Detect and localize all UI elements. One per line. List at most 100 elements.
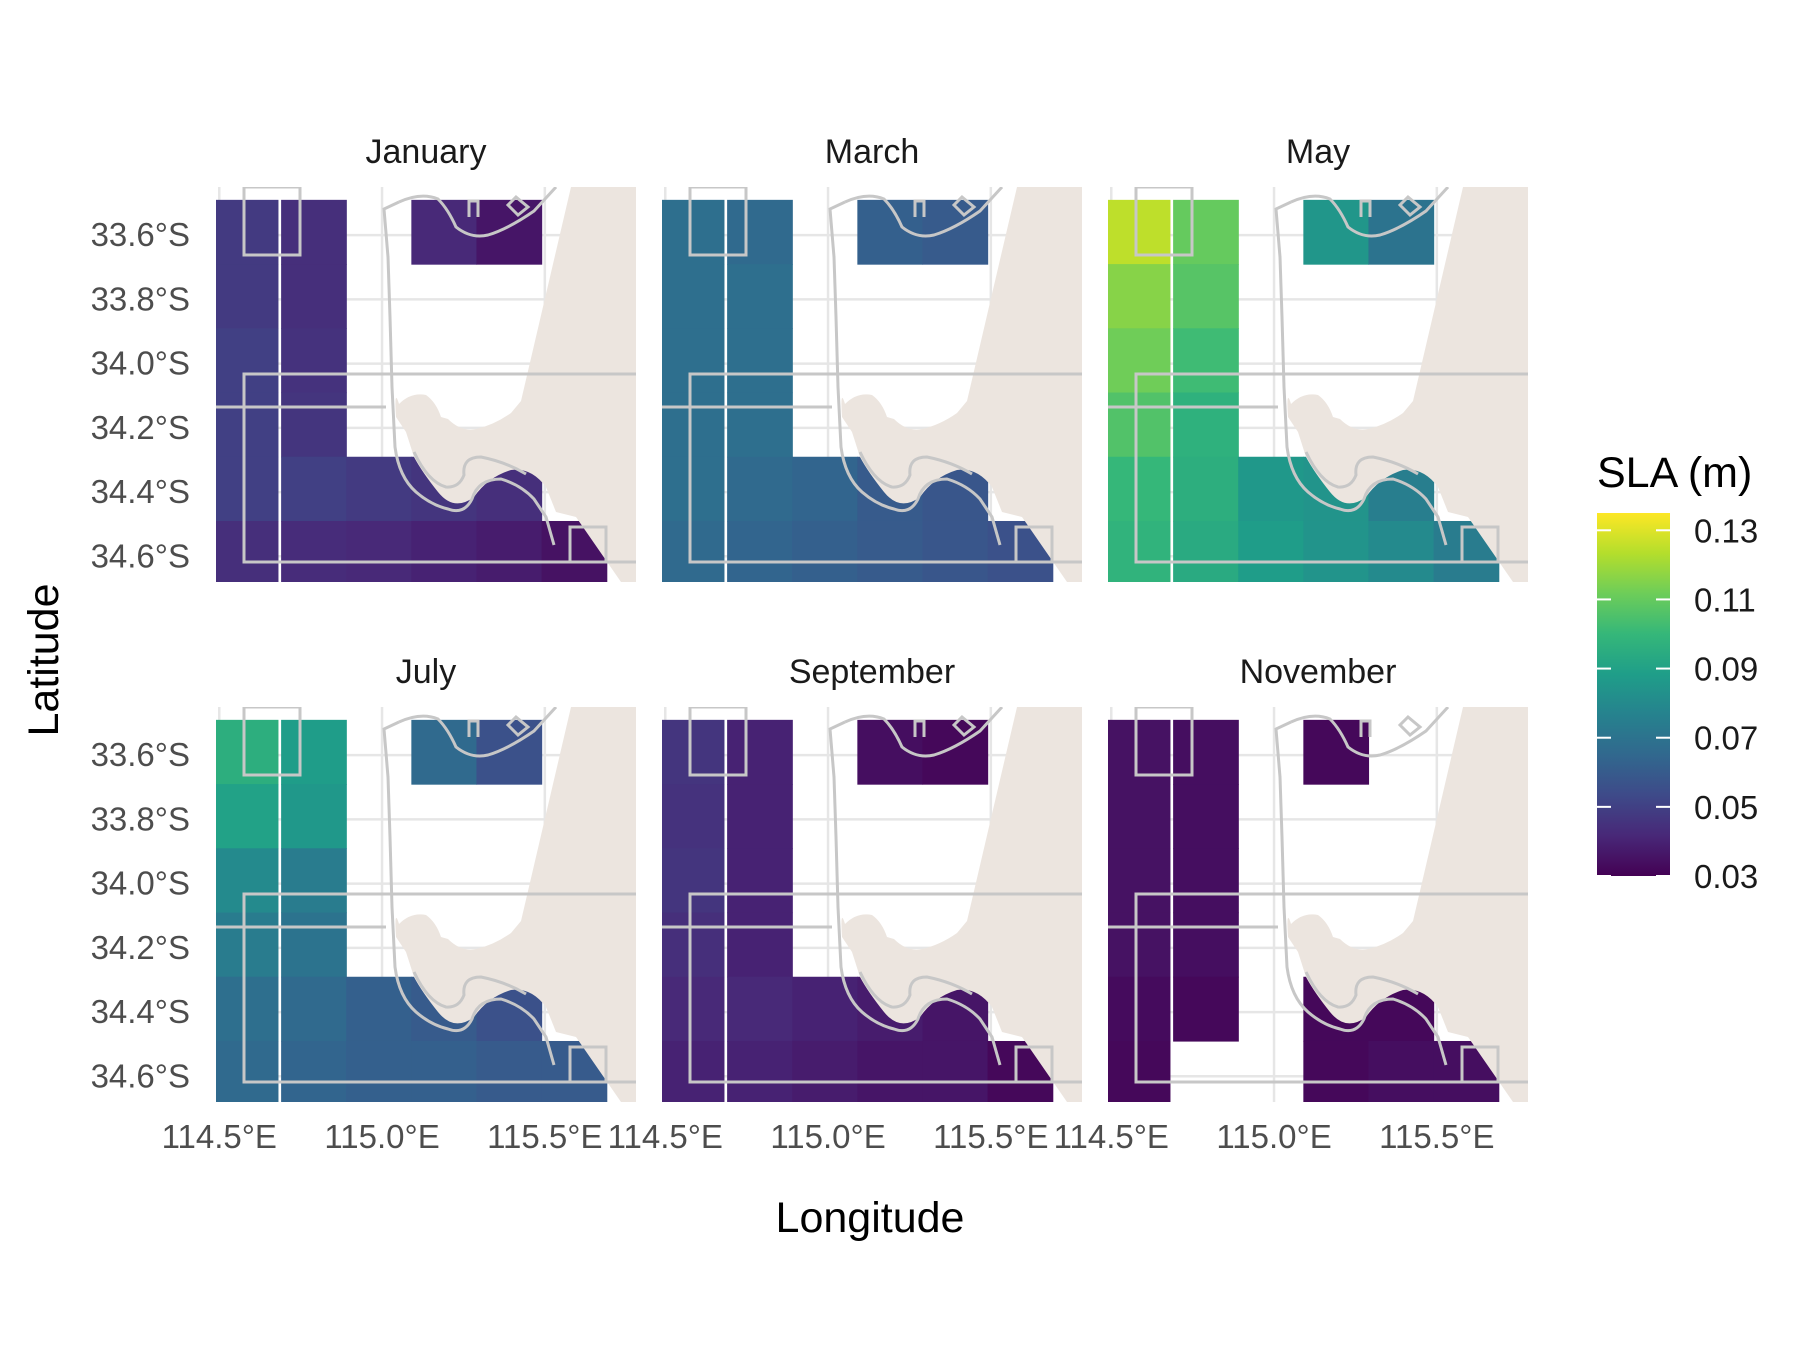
zone-box xyxy=(688,187,748,257)
zone-box xyxy=(568,525,608,564)
sla-cell xyxy=(857,520,924,582)
coastline-outline xyxy=(1304,451,1419,489)
sla-cell xyxy=(1368,520,1435,582)
sla-cell xyxy=(727,848,793,914)
sla-cell xyxy=(476,1040,543,1102)
sla-cell xyxy=(792,976,858,1042)
sla-cell xyxy=(1108,328,1171,394)
land-mass xyxy=(1287,707,1528,1102)
panel-may: May xyxy=(1108,133,1528,582)
coastline-outline xyxy=(858,451,973,489)
legend-tick-label: 0.07 xyxy=(1694,720,1758,757)
panel-title: July xyxy=(396,653,456,691)
sla-cell xyxy=(281,456,347,522)
sla-cell xyxy=(662,392,725,458)
sla-cell xyxy=(1108,392,1171,458)
sla-cell xyxy=(727,520,793,582)
zone-marker xyxy=(1359,719,1372,737)
sla-cell xyxy=(216,848,279,914)
coastline-outline xyxy=(398,707,558,758)
sla-cell xyxy=(792,520,858,582)
sla-cell xyxy=(922,199,989,265)
y-tick-label: 34.4°S xyxy=(91,993,190,1030)
sla-cell xyxy=(662,976,725,1042)
sla-cell xyxy=(1368,1040,1435,1102)
sla-cell xyxy=(857,1040,924,1102)
sla-cell xyxy=(727,1040,793,1102)
sla-cell xyxy=(1173,848,1239,914)
legend-tick-label: 0.11 xyxy=(1694,581,1756,618)
sla-cells xyxy=(662,199,1054,582)
y-tick-label: 34.0°S xyxy=(91,865,190,902)
land-mass xyxy=(1287,187,1528,582)
sla-cell xyxy=(662,912,725,978)
zone-box xyxy=(242,187,302,257)
sla-cell xyxy=(346,1040,412,1102)
sla-cell xyxy=(662,784,725,849)
legend-tick-label: 0.13 xyxy=(1694,512,1758,549)
panels-layer: January 33.6°S 33.8°S 34.0°S 34.2°S 34.4°S 34.… xyxy=(91,133,1528,1155)
sla-cell xyxy=(662,1040,725,1102)
sla-cell xyxy=(662,328,725,394)
sla-cell xyxy=(281,392,347,458)
y-axis-title: Latitude xyxy=(20,583,68,736)
x-tick-label: 115.5°E xyxy=(1379,1118,1494,1155)
sla-cell xyxy=(281,328,347,394)
panel-title: November xyxy=(1240,653,1397,691)
coastline-outline xyxy=(382,200,556,546)
sla-cell xyxy=(922,1040,989,1102)
y-tick-label: 34.2°S xyxy=(91,929,190,966)
sla-cell xyxy=(1173,392,1239,458)
x-axis-title: Longitude xyxy=(776,1194,965,1242)
zone-box xyxy=(688,707,748,777)
sla-cell xyxy=(216,264,279,329)
coastline-outline xyxy=(828,720,1002,1066)
zone-box xyxy=(688,372,1082,564)
sla-cell xyxy=(1173,328,1239,394)
panel-march: March xyxy=(662,133,1082,582)
y-tick-label: 34.4°S xyxy=(91,473,190,510)
sla-cell xyxy=(922,719,989,785)
zone-box xyxy=(1014,1045,1054,1084)
legend-tick-label: 0.03 xyxy=(1694,858,1758,895)
sla-cell xyxy=(216,456,279,522)
x-tick-label: 114.5°E xyxy=(162,1118,277,1155)
sla-cell xyxy=(281,784,347,849)
zone-box xyxy=(1134,187,1194,257)
sla-cell xyxy=(281,976,347,1042)
panel-title: September xyxy=(789,653,955,691)
land-mass xyxy=(395,707,636,1102)
coastline-outline xyxy=(844,187,1004,238)
x-tick-label: 115.5°E xyxy=(933,1118,1048,1155)
y-tick-label: 34.0°S xyxy=(91,345,190,382)
land-mass xyxy=(395,187,636,582)
sla-cell xyxy=(1173,976,1239,1042)
sla-cells xyxy=(662,719,1054,1102)
legend-tick-label: 0.05 xyxy=(1694,789,1758,826)
panel-january: January 33.6°S 33.8°S 34.0°S 34.2°S 34.4°S 34.… xyxy=(91,133,636,582)
panel-november: November 114.5°E 115.0°E 115.5°E xyxy=(1054,653,1528,1155)
sla-cell xyxy=(727,328,793,394)
zone-marker xyxy=(913,719,926,737)
sla-cell xyxy=(281,264,347,329)
panel-september: September 114.5°E 115.0°E 115.5°E xyxy=(608,653,1082,1155)
sla-cell xyxy=(1108,784,1171,849)
sla-cell xyxy=(476,719,543,785)
y-tick-label: 33.8°S xyxy=(91,800,190,837)
zone-box xyxy=(1014,525,1054,564)
zone-box xyxy=(1134,372,1528,564)
y-tick-label: 34.2°S xyxy=(91,409,190,446)
y-tick-label: 33.8°S xyxy=(91,280,190,317)
zone-marker xyxy=(1397,194,1423,218)
zone-marker xyxy=(951,194,977,218)
sla-cell xyxy=(662,456,725,522)
sla-cell xyxy=(662,264,725,329)
zone-box xyxy=(242,372,636,564)
y-tick-label: 34.6°S xyxy=(91,537,190,574)
coastline-outline xyxy=(412,451,527,489)
sla-cell xyxy=(792,456,858,522)
sla-cell xyxy=(792,1040,858,1102)
sla-cell xyxy=(346,520,412,582)
sla-cell xyxy=(216,976,279,1042)
coastline-outline xyxy=(382,720,556,1066)
